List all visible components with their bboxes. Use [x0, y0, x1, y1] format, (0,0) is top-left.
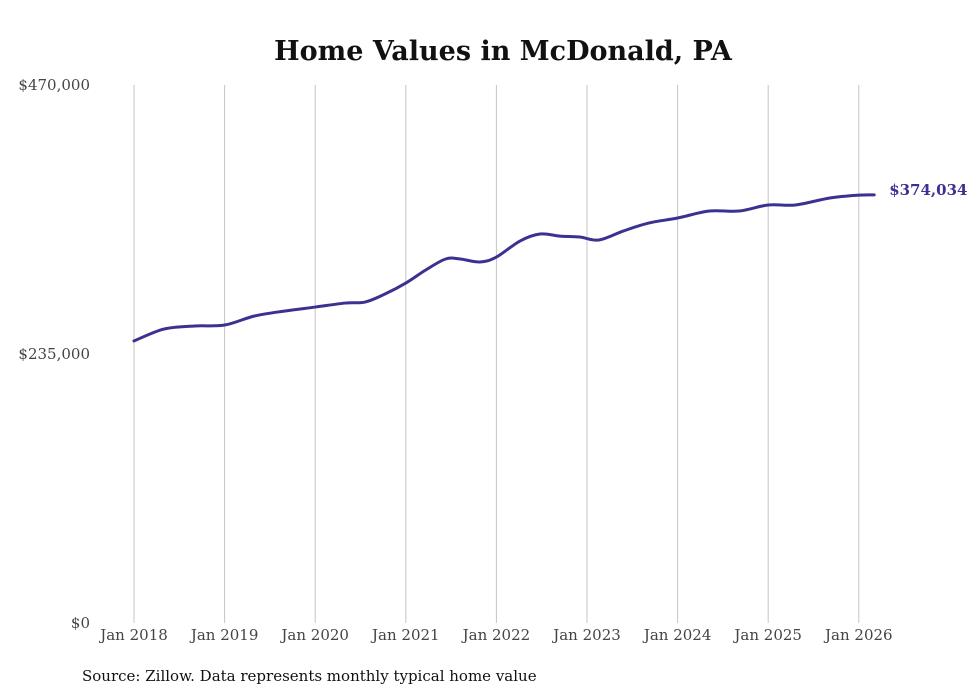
x-tick-label: Jan 2021: [370, 626, 440, 644]
x-tick-label: Jan 2024: [642, 626, 712, 644]
x-tick-label: Jan 2023: [551, 626, 621, 644]
y-tick-label: $470,000: [18, 76, 90, 94]
x-tick-label: Jan 2019: [189, 626, 259, 644]
chart-title: Home Values in McDonald, PA: [274, 36, 733, 67]
x-tick-label: Jan 2022: [461, 626, 531, 644]
y-tick-label: $0: [71, 614, 90, 632]
x-tick-label: Jan 2020: [279, 626, 349, 644]
end-value-label: $374,034: [889, 181, 967, 199]
series-line: [132, 193, 876, 343]
x-tick-label: Jan 2018: [98, 626, 168, 644]
x-tick-label: Jan 2026: [823, 626, 893, 644]
y-tick-label: $235,000: [18, 345, 90, 363]
source-note: Source: Zillow. Data represents monthly …: [82, 667, 537, 685]
x-tick-label: Jan 2025: [732, 626, 802, 644]
